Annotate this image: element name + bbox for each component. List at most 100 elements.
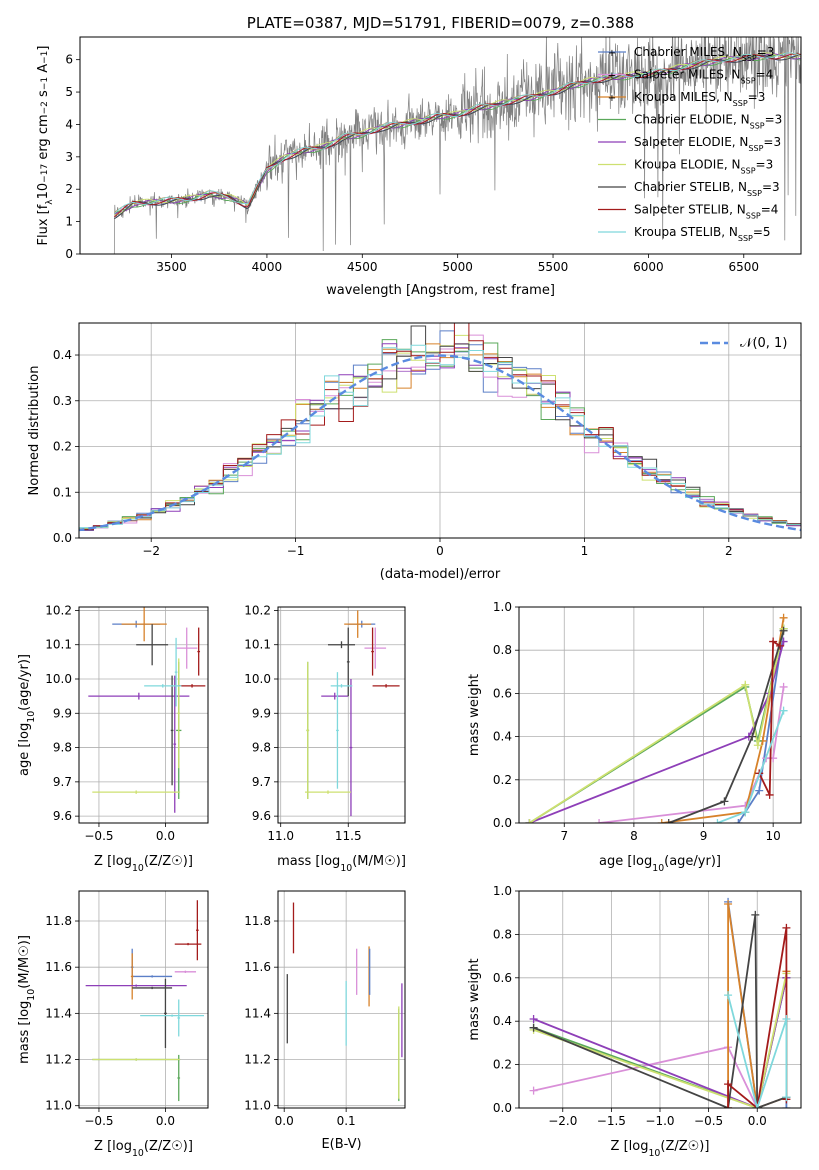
y-tick-label: 10.2 <box>244 603 271 617</box>
legend-label-sub: SSP <box>741 166 756 175</box>
y-tick-label: 1.0 <box>493 600 512 614</box>
y-tick-label: 0.4 <box>493 730 512 744</box>
weight-line-series-1 <box>598 686 785 823</box>
x-tick-label: −2.0 <box>548 1114 577 1128</box>
x-tick-label: 6500 <box>729 260 760 274</box>
plot-area <box>525 613 788 823</box>
gridlines <box>519 890 801 1109</box>
legend-label-sub: SSP <box>741 76 756 85</box>
weight-marker-series-7 <box>769 637 778 646</box>
y-tick-label: 0 <box>65 247 73 261</box>
x-axis-label-main: age [log <box>599 854 652 869</box>
age-vs-metallicity-panel: −0.5 0.09.69.79.89.910.010.110.2Z [log10(… <box>17 603 209 874</box>
weight-line-series-8 <box>717 710 785 823</box>
spectrum-panel: 3500 4000 4500 5000 5500 6000 6500 0 1 2 3 4 5 6 PLATE… <box>36 14 802 298</box>
y-tick-label: 10.0 <box>244 672 271 686</box>
legend-entry-label: Salpeter ELODIE, NSSP=3 <box>634 135 781 153</box>
weight-marker-series-6 <box>751 910 760 919</box>
axes-frame <box>79 36 802 255</box>
y-tick-label: 4 <box>65 117 73 131</box>
legend-label-sub: SSP <box>742 54 757 63</box>
x-axis-label-tail: (Z/Z☉)] <box>144 854 193 869</box>
gridlines <box>79 607 208 823</box>
x-tick-label: 7 <box>560 829 568 843</box>
weight-marker-series-8 <box>782 1093 791 1102</box>
legend-entry-label: Chabrier STELIB, NSSP=3 <box>634 180 780 198</box>
legend: + Chabrier MILES, NSSP=3+ Salpeter MILES, … <box>598 45 782 243</box>
x-axis-label-main: mass [log <box>277 854 340 869</box>
y-tick-label: 11.6 <box>244 960 271 974</box>
y-tick-label: 6 <box>65 53 73 67</box>
legend-label-main: Salpeter ELODIE, N <box>634 135 748 149</box>
normal-distribution-curve <box>79 354 801 532</box>
weight-marker-series-6 <box>779 626 788 635</box>
y-tick-label: 0.2 <box>493 773 512 787</box>
y-tick-label: 10.1 <box>244 638 271 652</box>
model-line-series-5 <box>114 52 801 216</box>
y-axis-label-part: λ <box>45 199 55 205</box>
y-axis-label-part: A <box>36 64 51 77</box>
weight-line-series-7 <box>727 927 788 1108</box>
y-tick-label: 11.2 <box>45 1053 72 1067</box>
chart-title: PLATE=0387, MJD=51791, FIBERID=0079, z=0… <box>247 14 634 32</box>
y-tick-label: 9.9 <box>53 706 72 720</box>
x-tick-label: 0.0 <box>748 1114 767 1128</box>
weight-line-series-8 <box>727 994 788 1108</box>
weight-marker-series-0 <box>755 786 764 795</box>
legend-label-sub: SSP <box>748 144 763 153</box>
legend-entry-label: Salpeter MILES, NSSP=4 <box>634 68 773 86</box>
x-tick-label: 5500 <box>538 260 569 274</box>
legend-label-main: Kroupa STELIB, N <box>634 225 738 239</box>
legend-label-main: Kroupa ELODIE, N <box>634 158 741 172</box>
y-tick-label: 0.2 <box>53 440 72 454</box>
weight-marker-series-6 <box>720 797 729 806</box>
y-axis-label: mass [log10(M/M☉)] <box>17 935 37 1064</box>
weight-marker-series-6 <box>664 819 673 823</box>
plot-area <box>85 900 205 1102</box>
y-axis-label-main: age [log <box>17 723 32 776</box>
x-tick-label: 11.0 <box>267 829 294 843</box>
legend-label-tail: =3 <box>762 180 780 194</box>
x-tick-label: 1 <box>581 544 589 558</box>
x-axis-label: age [log10(age/yr)] <box>599 854 721 874</box>
legend-entry-label: Chabrier ELODIE, NSSP=3 <box>634 113 782 131</box>
y-tick-label: 1.0 <box>493 884 512 898</box>
x-axis-label-sub: 10 <box>652 863 664 874</box>
y-axis-label: mass weight <box>467 958 482 1040</box>
y-axis-label-part: −2 <box>40 101 50 114</box>
legend-label-main: Chabrier MILES, N <box>634 45 742 59</box>
axes-frame <box>78 606 209 824</box>
weight-line-series-3 <box>528 628 785 823</box>
x-tick-label: 0.1 <box>337 1114 356 1128</box>
x-axis-label: wavelength [Angstrom, rest frame] <box>326 283 555 298</box>
legend-entry-label: 𝒩(0, 1) <box>740 336 787 351</box>
x-tick-label: 10 <box>766 829 781 843</box>
legend-marker: + <box>608 93 616 104</box>
y-axis-label-part: s <box>36 90 51 101</box>
weight-marker-series-6 <box>529 1023 538 1032</box>
x-tick-label: 4500 <box>347 260 378 274</box>
weight-marker-series-7 <box>724 1104 733 1108</box>
x-tick-label: 0.0 <box>156 1114 175 1128</box>
x-axis-label-main: Z [log <box>611 1139 649 1154</box>
legend-label-tail: =3 <box>748 90 766 104</box>
legend-label-sub: SSP <box>738 234 753 243</box>
y-tick-label: 11.2 <box>244 1053 271 1067</box>
legend-label-tail: =4 <box>761 203 779 217</box>
y-tick-label: 0.8 <box>493 927 512 941</box>
legend-marker: + <box>608 48 616 59</box>
axes-frame <box>277 890 406 1109</box>
x-tick-label: 2 <box>725 544 733 558</box>
plot-area <box>286 902 403 1102</box>
y-tick-label: 10.0 <box>45 672 72 686</box>
weight-marker-series-6 <box>748 732 757 741</box>
y-axis-label-part: ] <box>36 46 51 51</box>
x-tick-label: 0.0 <box>275 1114 294 1128</box>
x-axis-label: mass [log10(M/M☉)] <box>277 854 406 874</box>
x-axis-label: Z [log10(Z/Z☉)] <box>94 854 193 874</box>
x-axis-label-sub: 10 <box>648 1148 660 1159</box>
legend-label-sub: SSP <box>750 121 765 130</box>
legend-label-main: Salpeter MILES, N <box>634 68 741 82</box>
